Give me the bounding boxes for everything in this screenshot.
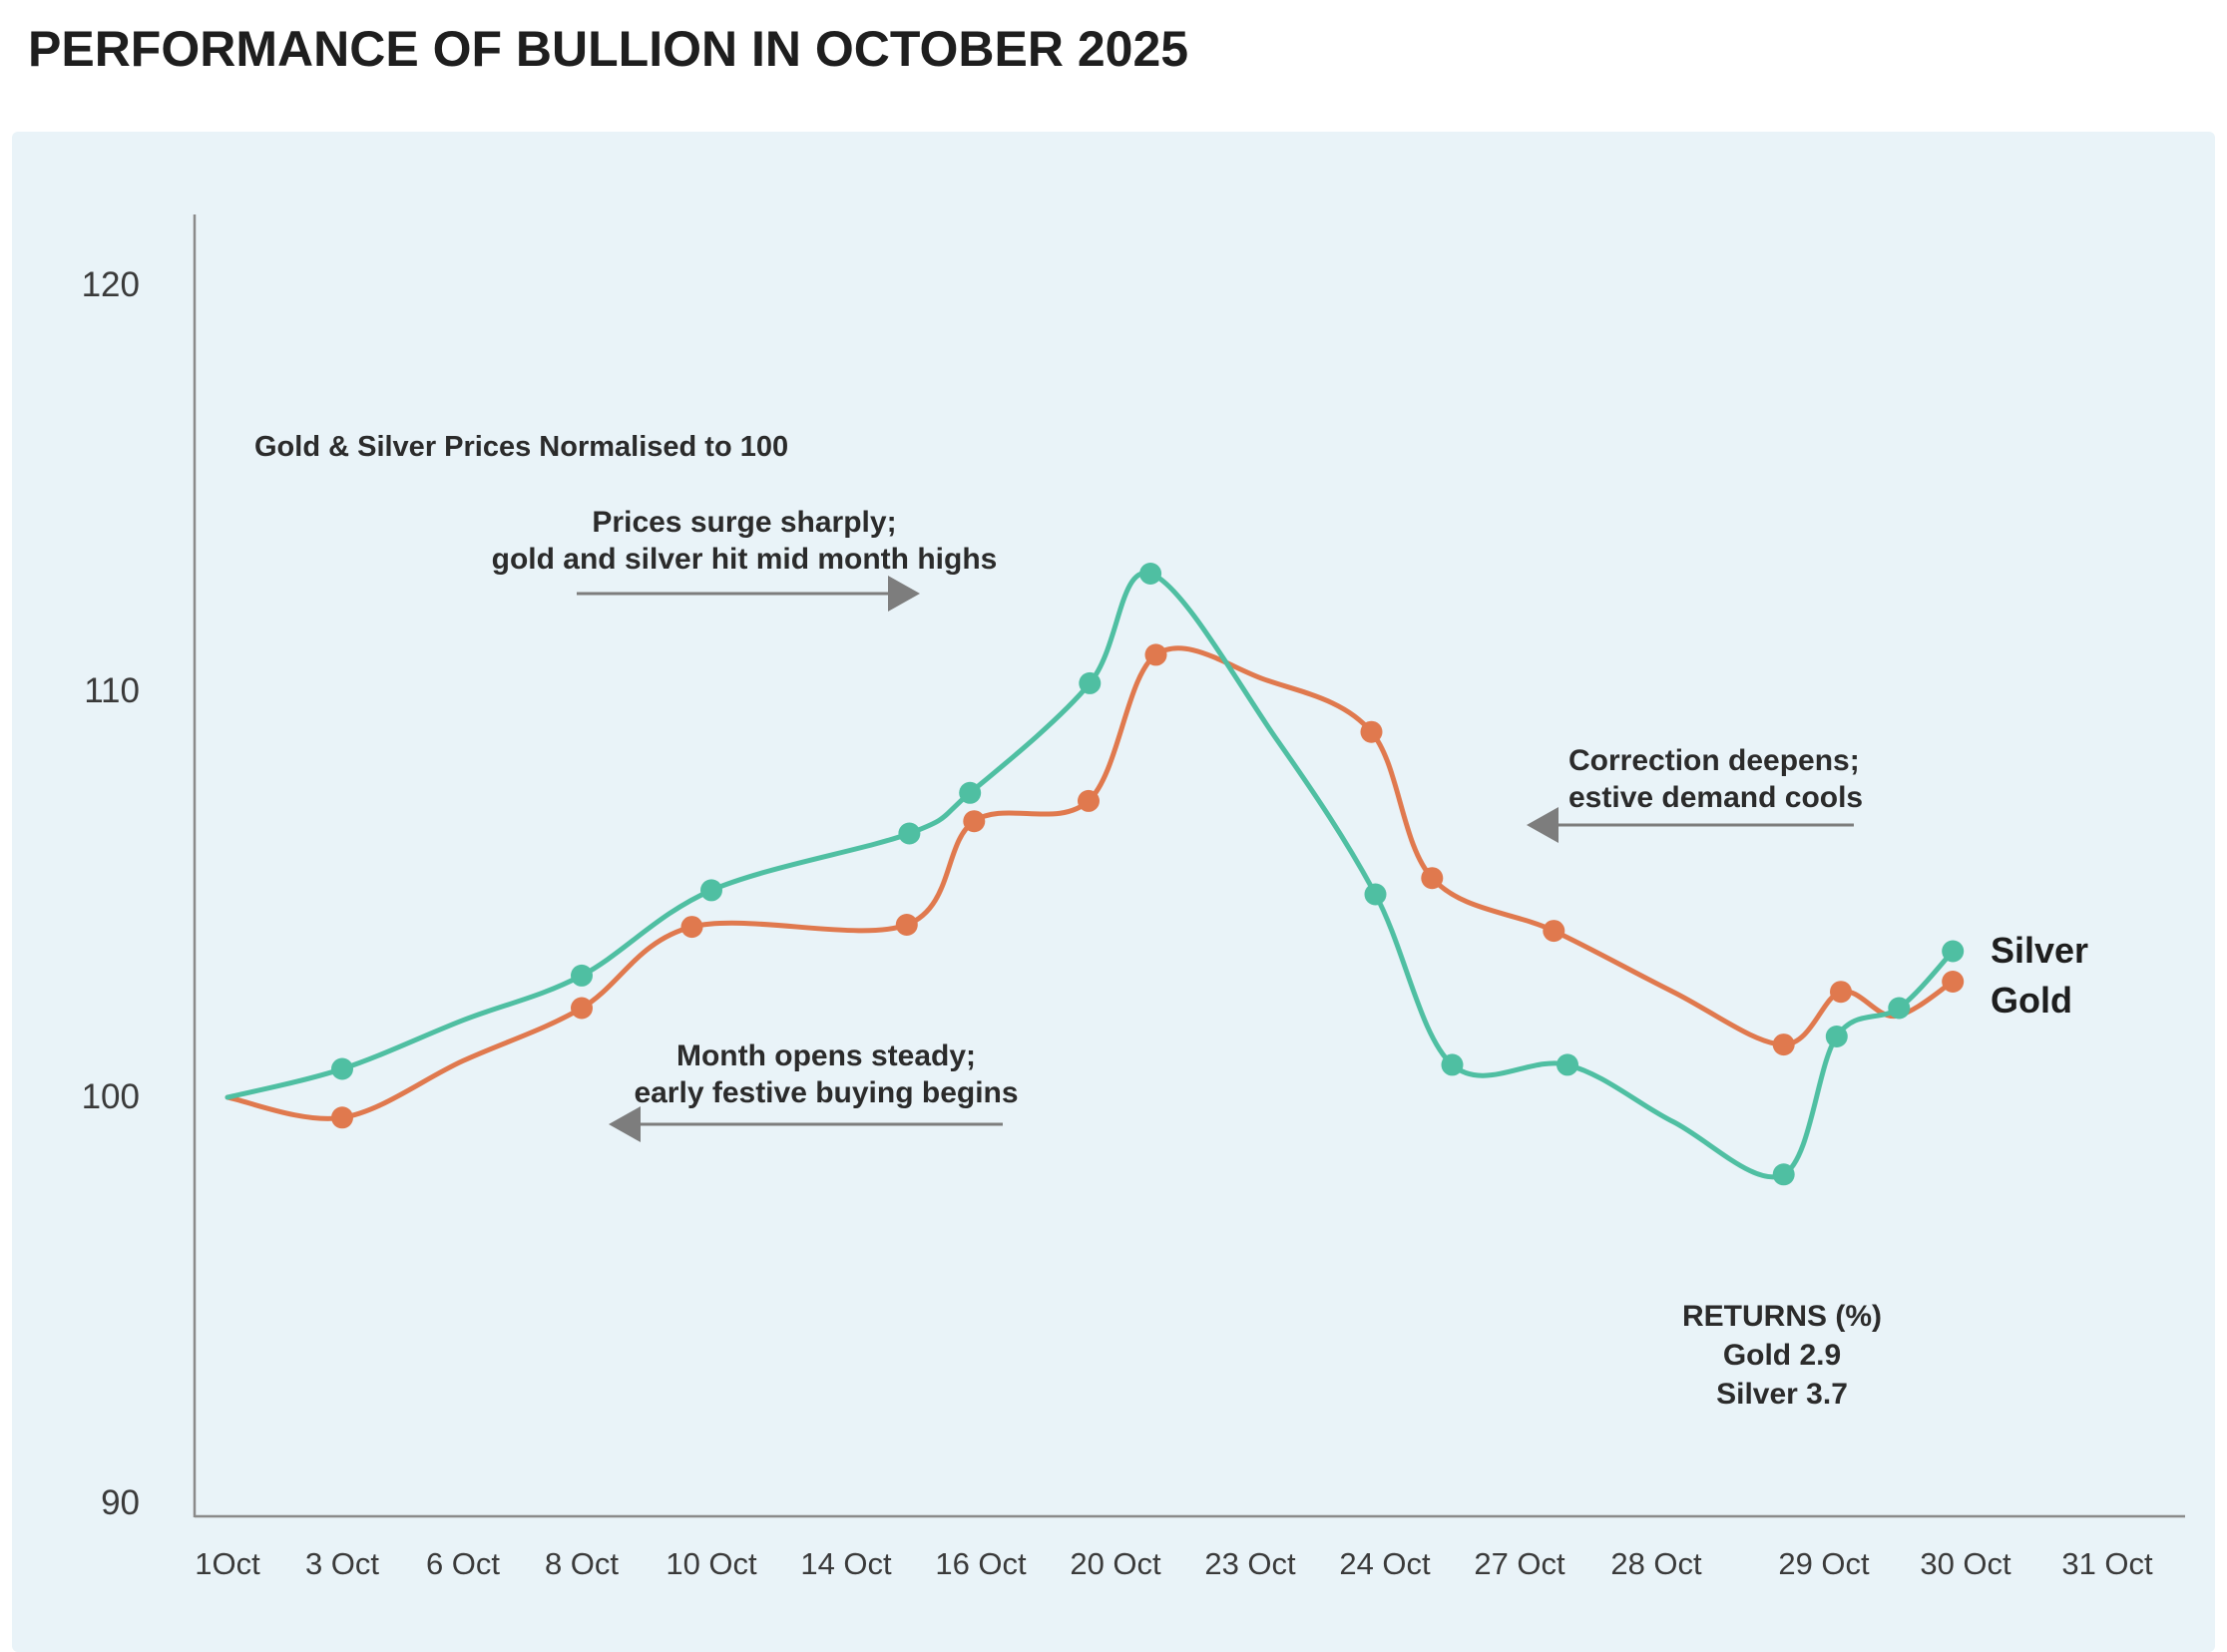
x-axis-tick-label: 6 Oct xyxy=(425,1546,501,1581)
x-axis-tick-label: 28 Oct xyxy=(1610,1546,1702,1581)
silver-data-point xyxy=(1557,1053,1578,1076)
x-axis-tick-label: 10 Oct xyxy=(666,1546,757,1581)
annotation-line: Prices surge sharply; xyxy=(592,506,897,539)
silver-data-point xyxy=(1441,1053,1464,1076)
returns-summary: RETURNS (%) Gold 2.9 Silver 3.7 xyxy=(1582,1297,1982,1414)
returns-heading: RETURNS (%) xyxy=(1682,1300,1882,1333)
silver-data-point xyxy=(959,781,982,804)
silver-data-point xyxy=(1942,940,1965,963)
x-axis-tick-label: 3 Oct xyxy=(304,1546,380,1581)
annotation-prices-surge: Prices surge sharply; gold and silver hi… xyxy=(395,504,1094,578)
gold-data-point xyxy=(1421,867,1444,890)
correction-arrow-head-icon xyxy=(1527,807,1559,843)
silver-data-point xyxy=(571,964,593,987)
x-axis-tick-label: 23 Oct xyxy=(1204,1546,1296,1581)
x-axis-tick-label: 16 Oct xyxy=(935,1546,1027,1581)
silver-data-point xyxy=(1772,1163,1795,1186)
returns-silver: Silver 3.7 xyxy=(1716,1378,1848,1411)
silver-data-point xyxy=(700,879,722,902)
x-axis-tick-label: 20 Oct xyxy=(1070,1546,1161,1581)
gold-data-point xyxy=(1543,920,1565,943)
gold-data-point xyxy=(571,997,593,1020)
x-axis-tick-label: 14 Oct xyxy=(800,1546,892,1581)
silver-data-point xyxy=(1825,1026,1848,1047)
y-axis-tick-label: 120 xyxy=(81,265,140,304)
y-axis-tick-label: 100 xyxy=(81,1077,140,1116)
silver-data-point xyxy=(1079,671,1102,694)
surge-arrow-head-icon xyxy=(888,576,920,612)
annotation-line: Month opens steady; xyxy=(675,1039,976,1072)
chart-subtitle: Gold & Silver Prices Normalised to 100 xyxy=(254,431,789,463)
x-axis-tick-label: 30 Oct xyxy=(1920,1546,2011,1581)
gold-data-point xyxy=(1772,1033,1795,1056)
gold-data-point xyxy=(1078,789,1100,812)
gold-series-label: Gold xyxy=(1991,980,2072,1021)
open-arrow-head-icon xyxy=(609,1106,641,1142)
silver-data-point xyxy=(331,1057,353,1080)
silver-series-label: Silver xyxy=(1991,930,2089,971)
silver-data-point xyxy=(898,822,921,845)
x-axis-tick-label: 1Oct xyxy=(195,1546,260,1581)
returns-gold: Gold 2.9 xyxy=(1722,1339,1842,1372)
annotation-month-opens: Month opens steady; early festive buying… xyxy=(527,1037,1125,1111)
silver-data-point xyxy=(1888,997,1911,1020)
gold-data-point xyxy=(1144,643,1167,666)
chart-panel xyxy=(12,132,2215,1652)
annotation-line: gold and silver hit mid month highs xyxy=(491,543,998,576)
gold-data-point xyxy=(1830,981,1852,1004)
page-title: PERFORMANCE OF BULLION IN OCTOBER 2025 xyxy=(28,21,1189,77)
annotation-line: Correction deepens; xyxy=(1568,744,1860,777)
gold-data-point xyxy=(1360,720,1383,743)
gold-data-point xyxy=(963,810,986,833)
annotation-line: early festive buying begins xyxy=(634,1076,1019,1109)
silver-data-point xyxy=(1139,563,1162,585)
gold-data-point xyxy=(1942,971,1965,993)
x-axis-tick-label: 24 Oct xyxy=(1339,1546,1431,1581)
y-axis-tick-label: 110 xyxy=(84,671,140,710)
x-axis-tick-label: 27 Oct xyxy=(1474,1546,1565,1581)
annotation-correction-deepens: Correction deepens; estive demand cools xyxy=(1568,742,2027,816)
x-axis-tick-label: 29 Oct xyxy=(1778,1546,1870,1581)
annotation-line: estive demand cools xyxy=(1568,781,1864,814)
x-axis-tick-label: 8 Oct xyxy=(544,1546,620,1581)
gold-data-point xyxy=(895,914,918,936)
y-axis-tick-label: 90 xyxy=(101,1483,140,1522)
silver-data-point xyxy=(1364,883,1387,906)
x-axis-tick-label: 31 Oct xyxy=(2061,1546,2153,1581)
gold-data-point xyxy=(331,1106,353,1129)
gold-data-point xyxy=(680,916,703,939)
